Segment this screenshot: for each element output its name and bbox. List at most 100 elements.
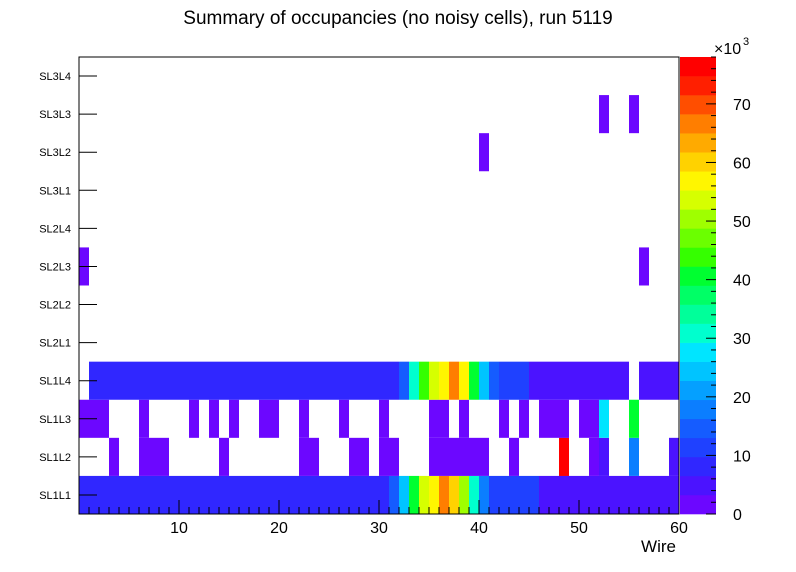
colorbar-segment (680, 285, 716, 305)
colorbar-segment (680, 171, 716, 191)
heatmap-cell-sl1l3 (139, 399, 149, 438)
y-tick-label: SL1L3 (39, 414, 71, 426)
heatmap-cell-sl1l1 (229, 475, 239, 514)
z-tick-label: 20 (733, 390, 751, 407)
heatmap-cell-sl1l4 (409, 361, 419, 400)
colorbar-segment (680, 323, 716, 343)
heatmap-cell-sl2l3 (639, 247, 649, 286)
colorbar-segment (680, 475, 716, 496)
heatmap-cell-sl1l3 (339, 399, 349, 438)
heatmap-cell-sl1l3 (259, 399, 279, 438)
colorbar-segment (680, 114, 716, 134)
z-tick-label: 60 (733, 155, 751, 172)
heatmap-cell-sl1l4 (489, 361, 499, 400)
heatmap-cell-sl1l1 (469, 475, 479, 514)
y-tick-label: SL2L1 (39, 338, 71, 350)
heatmap-cell-sl1l2 (219, 437, 229, 476)
heatmap-cell-sl1l3 (379, 399, 389, 438)
colorbar-segment (680, 494, 716, 515)
heatmap-cell-sl1l3 (209, 399, 219, 438)
heatmap-cell-sl1l1 (429, 475, 439, 514)
heatmap-cell-sl1l3 (539, 399, 569, 438)
heatmap-cell-sl1l4 (479, 361, 489, 400)
y-tick-label: SL1L4 (39, 376, 71, 388)
heatmap-cell-sl3l3 (599, 95, 609, 134)
heatmap-cell-sl1l3 (459, 399, 469, 438)
colorbar-segment (680, 57, 716, 77)
z-multiplier-exponent: 3 (743, 36, 749, 48)
heatmap-cell-sl1l4 (439, 361, 449, 400)
heatmap-cell-sl1l1 (409, 475, 419, 514)
heatmap-cell-sl1l2 (629, 437, 639, 476)
heatmap-cell-sl1l4 (529, 361, 629, 400)
heatmap-cell-sl1l2 (139, 437, 169, 476)
heatmap-cell-sl1l2 (509, 437, 519, 476)
heatmap-cell-sl1l2 (379, 437, 399, 476)
heatmap-cell-sl3l3 (629, 95, 639, 134)
colorbar-segment (680, 456, 716, 477)
colorbar-segment (680, 304, 716, 324)
heatmap-cell-sl1l1 (449, 475, 459, 514)
x-axis-label: Wire (641, 537, 676, 556)
x-tick-label: 10 (170, 520, 188, 537)
heatmap-cell-sl1l4 (89, 361, 179, 400)
y-tick-label: SL3L1 (39, 185, 71, 197)
heatmap-cell-sl1l4 (449, 361, 459, 400)
heatmap-cell-sl1l4 (419, 361, 429, 400)
z-tick-label: 30 (733, 331, 751, 348)
colorbar-segment (680, 209, 716, 229)
x-tick-label: 20 (270, 520, 288, 537)
heatmap-cell-sl1l3 (429, 399, 449, 438)
colorbar-segment (680, 95, 716, 115)
heatmap-cell-sl1l2 (589, 437, 599, 476)
heatmap-cell-sl1l3 (629, 399, 639, 438)
heatmap-cell-sl1l1 (419, 475, 429, 514)
heatmap-cell-sl1l1 (479, 475, 489, 514)
heatmap-cell-sl1l1 (489, 475, 539, 514)
heatmap-cell-sl1l3 (519, 399, 529, 438)
colorbar-segment (680, 418, 716, 439)
colorbar-segment (680, 342, 716, 362)
heatmap-cell-sl1l4 (429, 361, 439, 400)
y-tick-label: SL1L2 (39, 452, 71, 464)
heatmap-cell-sl1l3 (299, 399, 309, 438)
heatmap-cell-sl1l2 (109, 437, 119, 476)
heatmap-cell-sl1l1 (239, 475, 389, 514)
heatmap-cell-sl1l3 (229, 399, 239, 438)
y-tick-label: SL3L2 (39, 147, 71, 159)
heatmap-cell-sl1l2 (669, 437, 679, 476)
colorbar-segment (680, 399, 716, 420)
z-tick-label: 40 (733, 273, 751, 290)
x-tick-label: 60 (670, 520, 688, 537)
z-tick-label: 50 (733, 214, 751, 231)
colorbar-segment (680, 361, 716, 382)
heatmap-cell-sl1l1 (79, 475, 229, 514)
heatmap-cell-sl1l3 (599, 399, 609, 438)
heatmap-cell-sl1l2 (599, 437, 609, 476)
colorbar-segment (680, 190, 716, 210)
heatmap-cell-sl1l3 (579, 399, 599, 438)
z-tick-label: 70 (733, 97, 751, 114)
heatmap-cell-sl1l1 (389, 475, 399, 514)
heatmap-cell-sl1l4 (399, 361, 409, 400)
heatmap-cell-sl1l2 (299, 437, 319, 476)
heatmap-cell-sl1l1 (399, 475, 409, 514)
heatmap-cell-sl1l2 (559, 437, 569, 476)
heatmap-cell-sl3l2 (479, 133, 489, 172)
z-tick-label: 10 (733, 448, 751, 465)
x-tick-label: 30 (370, 520, 388, 537)
y-tick-label: SL2L3 (39, 261, 71, 273)
x-tick-label: 40 (470, 520, 488, 537)
heatmap-cell-sl1l4 (499, 361, 529, 400)
y-tick-label: SL3L3 (39, 109, 71, 121)
colorbar-segment (680, 152, 716, 172)
heatmap-cell-sl1l4 (459, 361, 469, 400)
y-tick-label: SL2L2 (39, 300, 71, 312)
z-multiplier-label: ×10 (714, 41, 741, 58)
colorbar-segment (680, 247, 716, 267)
heatmap-cell-sl1l3 (499, 399, 509, 438)
heatmap-cell-sl1l3 (189, 399, 199, 438)
colorbar-segment (680, 228, 716, 248)
heatmap-cell-sl1l4 (469, 361, 479, 400)
